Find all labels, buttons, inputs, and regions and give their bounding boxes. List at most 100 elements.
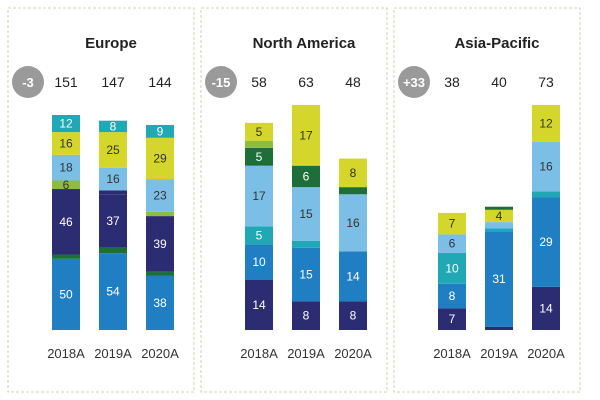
bar-segment: [245, 140, 273, 148]
segment-label: 17: [252, 189, 266, 203]
panel-border: [200, 7, 388, 393]
bar-segment: [245, 122, 273, 141]
bar-segment: [532, 105, 560, 142]
segment-label: 14: [252, 298, 266, 312]
bar-segment: [292, 301, 320, 330]
segment-label: 12: [59, 117, 73, 131]
total-label: 147: [101, 74, 125, 90]
bar-segment: [52, 254, 80, 259]
bar-segment: [339, 301, 367, 330]
bar-segment: [339, 251, 367, 302]
segment-label: 17: [299, 128, 313, 142]
bar-segment: [438, 234, 466, 253]
segment-label: 8: [350, 309, 357, 323]
total-label: 144: [148, 74, 172, 90]
panel-border: [7, 7, 195, 393]
segment-label: 31: [492, 272, 506, 286]
segment-label: 15: [299, 268, 313, 282]
year-label: 2019A: [94, 346, 132, 361]
bar-segment: [146, 275, 174, 330]
segment-label: 9: [157, 124, 164, 138]
bar-segment: [146, 216, 174, 272]
total-label: 151: [54, 74, 78, 90]
segment-label: 16: [539, 160, 553, 174]
panel-border: [393, 7, 581, 393]
bar-segment: [292, 187, 320, 241]
bar-segment: [99, 132, 127, 168]
change-badge: [205, 66, 237, 98]
segment-label: 6: [449, 237, 456, 251]
bar-segment: [485, 206, 513, 210]
total-label: 48: [345, 74, 361, 90]
panel-asia-pacific: Asia-Pacific +33 7 8 10 6 7 38 2018A 31 4 40 2019A 14…: [393, 7, 581, 393]
segment-label: 16: [59, 136, 73, 150]
segment-label: 23: [153, 188, 167, 202]
total-label: 73: [538, 74, 554, 90]
segment-label: 14: [539, 301, 553, 315]
change-badge: [398, 66, 430, 98]
segment-label: 5: [256, 125, 263, 139]
segment-label: 4: [496, 209, 503, 223]
segment-label: 12: [539, 116, 553, 130]
bar-segment: [245, 280, 273, 330]
year-label: 2020A: [141, 346, 179, 361]
region-title: Asia-Pacific: [454, 35, 539, 52]
bar-segment: [99, 247, 127, 254]
bar-segment: [532, 191, 560, 198]
bar-segment: [245, 244, 273, 280]
segment-label: 8: [110, 119, 117, 133]
bar-segment: [292, 240, 320, 248]
region-title: Europe: [85, 35, 137, 52]
bar-segment: [485, 326, 513, 330]
bar-segment: [292, 105, 320, 166]
bar-segment: [292, 247, 320, 302]
year-label: 2018A: [433, 346, 471, 361]
total-label: 40: [491, 74, 507, 90]
segment-label: 54: [106, 285, 120, 299]
bar-segment: [99, 253, 127, 330]
bar-segment: [146, 137, 174, 180]
year-label: 2019A: [287, 346, 325, 361]
segment-label: 10: [445, 261, 459, 275]
bar-segment: [99, 120, 127, 133]
segment-label: 16: [106, 172, 120, 186]
bar-segment: [52, 132, 80, 155]
bar-segment: [52, 154, 80, 181]
year-label: 2018A: [240, 346, 278, 361]
segment-label: 8: [303, 309, 310, 323]
total-label: 38: [444, 74, 460, 90]
segment-label: 50: [59, 287, 73, 301]
segment-label: 7: [449, 312, 456, 326]
year-label: 2018A: [47, 346, 85, 361]
panels-layer: Europe-3504661816121512018A5437162581472…: [7, 7, 581, 393]
segment-label: 5: [256, 228, 263, 242]
bar-segment: [532, 141, 560, 192]
segment-label: 18: [59, 161, 73, 175]
bar-segment: [438, 252, 466, 284]
bar-segment: [52, 189, 80, 255]
change-value: -3: [22, 75, 34, 90]
bar-segment: [52, 115, 80, 133]
segment-label: 8: [449, 289, 456, 303]
change-value: -15: [212, 75, 231, 90]
segment-label: 16: [346, 216, 360, 230]
year-label: 2020A: [527, 346, 565, 361]
bar-segment: [146, 124, 174, 138]
change-badge: [12, 66, 44, 98]
segment-label: 39: [153, 237, 167, 251]
panel-north-america: North America -15 14 10 5 17 5 5 58 2018A 8 15 15 6 17…: [200, 7, 388, 393]
segment-label: 25: [106, 143, 120, 157]
bar-segment: [438, 212, 466, 235]
change-value: +33: [403, 75, 425, 90]
segment-label: 14: [346, 269, 360, 283]
bar-segment: [485, 228, 513, 232]
bar-segment: [485, 209, 513, 223]
year-label: 2019A: [480, 346, 518, 361]
bar-segment: [99, 194, 127, 248]
segment-label: 10: [252, 255, 266, 269]
bar-segment: [99, 190, 127, 195]
bar-segment: [339, 158, 367, 188]
year-label: 2020A: [334, 346, 372, 361]
total-label: 58: [251, 74, 267, 90]
